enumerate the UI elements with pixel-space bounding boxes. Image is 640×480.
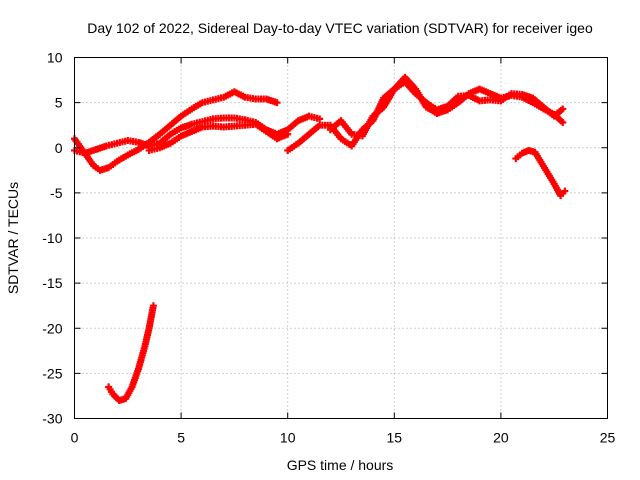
x-tick-label: 25 (600, 430, 616, 446)
data-point (149, 302, 157, 310)
data-point (316, 115, 324, 123)
ticks-layer (74, 57, 608, 419)
series-track-e (326, 78, 567, 140)
plot-frame (74, 57, 608, 419)
y-tick-label: -30 (42, 411, 62, 427)
grid-layer (74, 57, 608, 419)
x-tick-label: 20 (493, 430, 509, 446)
series-track-g (105, 302, 157, 404)
y-axis-label: SDTVAR / TECUs (5, 182, 21, 294)
y-tick-label: -5 (50, 185, 63, 201)
series-track-c (145, 120, 292, 154)
y-tick-label: -15 (42, 275, 62, 291)
x-tick-label: 15 (387, 430, 403, 446)
data-point (559, 105, 567, 113)
y-tick-label: -10 (42, 230, 62, 246)
labels-layer: 0 5 10 15 20 25 -30 -25 -20 -15 -10 -5 0 5 10 (42, 50, 615, 446)
data-point (273, 99, 281, 107)
y-tick-label: 0 (55, 140, 63, 156)
chart-title: Day 102 of 2022, Sidereal Day-to-day VTE… (87, 20, 593, 36)
y-tick-label: 10 (47, 50, 63, 66)
x-axis-label: GPS time / hours (287, 457, 394, 473)
series-track-f (512, 146, 569, 200)
y-tick-label: 5 (55, 95, 63, 111)
y-tick-label: -25 (42, 365, 62, 381)
points-layer (71, 73, 569, 404)
data-point (561, 187, 569, 195)
data-point (559, 118, 567, 126)
x-tick-label: 10 (280, 430, 296, 446)
series-track-d (284, 73, 567, 154)
y-tick-label: -20 (42, 320, 62, 336)
x-tick-label: 5 (177, 430, 185, 446)
data-point (284, 130, 292, 138)
series-track-b (71, 112, 324, 157)
x-tick-label: 0 (71, 430, 79, 446)
